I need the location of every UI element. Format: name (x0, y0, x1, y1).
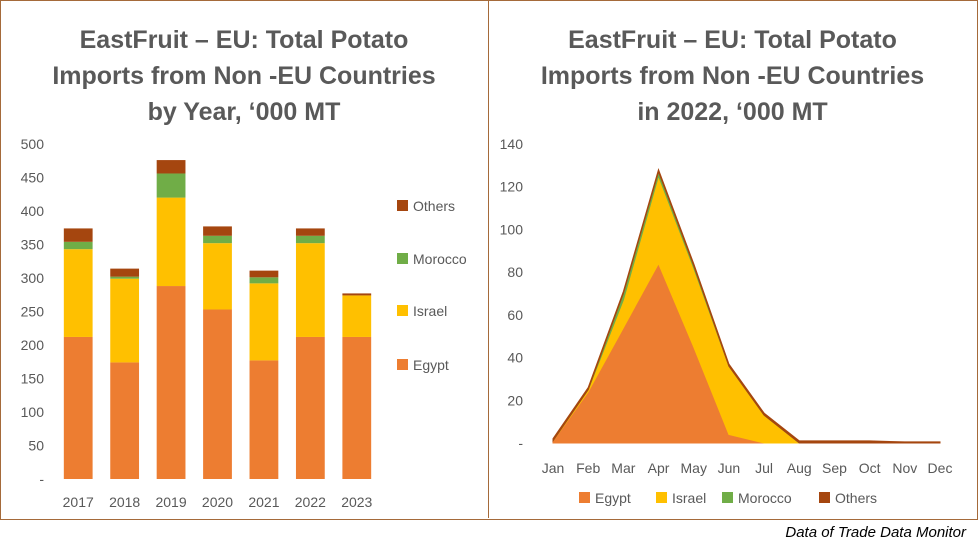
y-tick-label-150: 150 (21, 371, 45, 387)
bar-morocco-2022 (295, 235, 325, 244)
area-others (552, 168, 941, 444)
bar-morocco-2019 (156, 173, 186, 198)
bar-israel-2020 (203, 243, 232, 310)
y-tick-label-0: - (39, 471, 44, 487)
x-tick-label-Jan: Jan (542, 460, 565, 476)
bar-israel-2023 (342, 295, 372, 337)
bar-egypt-2022 (295, 336, 325, 479)
legend-label-egypt: Egypt (413, 357, 449, 373)
right-chart-title: EastFruit – EU: Total Potato Imports fro… (540, 26, 925, 126)
y-tick-label-250: 250 (21, 304, 45, 320)
legend-label-others: Others (413, 198, 455, 214)
legend-swatch-morocco (722, 492, 733, 503)
legend-swatch-israel (656, 492, 667, 503)
x-tick-label-2022: 2022 (295, 494, 326, 510)
legend-label-israel: Israel (413, 303, 447, 319)
bar-morocco-2018 (110, 276, 140, 279)
bar-others-2019 (156, 160, 186, 174)
x-tick-label-2017: 2017 (63, 494, 94, 510)
y-tick-label-300: 300 (21, 270, 45, 286)
bar-israel-2021 (249, 283, 279, 361)
bar-egypt-2017 (63, 336, 93, 479)
bar-others-2020 (203, 226, 232, 236)
legend-swatch-others (819, 492, 830, 503)
x-tick-label-Sep: Sep (822, 460, 847, 476)
bar-morocco-2017 (63, 241, 93, 250)
x-tick-label-Jun: Jun (718, 460, 741, 476)
x-tick-label-May: May (681, 460, 707, 476)
x-tick-label-Nov: Nov (892, 460, 917, 476)
bar-egypt-2021 (249, 360, 279, 479)
x-tick-label-Feb: Feb (576, 460, 600, 476)
x-tick-label-Apr: Apr (648, 460, 670, 476)
bar-morocco-2020 (203, 235, 232, 244)
y-tick-label-40: 40 (507, 350, 523, 366)
y-tick-label-50: 50 (28, 438, 44, 454)
x-tick-label-2019: 2019 (155, 494, 186, 510)
legend-label-morocco: Morocco (413, 251, 467, 267)
x-tick-label-2020: 2020 (202, 494, 233, 510)
left-chart-title: EastFruit – EU: Total Potato Imports fro… (52, 26, 436, 126)
legend-label-morocco: Morocco (738, 490, 792, 506)
bar-egypt-2020 (203, 309, 232, 479)
bar-others-2023 (342, 293, 372, 296)
x-tick-label-Aug: Aug (787, 460, 812, 476)
bar-israel-2018 (110, 278, 140, 363)
bar-israel-2017 (63, 249, 93, 337)
bar-others-2018 (110, 268, 140, 277)
bar-others-2017 (63, 228, 93, 242)
legend-label-egypt: Egypt (595, 490, 631, 506)
bar-egypt-2023 (342, 336, 372, 479)
x-tick-label-Jul: Jul (755, 460, 773, 476)
y-tick-label-20: 20 (507, 392, 523, 408)
legend-label-israel: Israel (672, 490, 706, 506)
right-chart-panel: EastFruit – EU: Total Potato Imports fro… (489, 0, 976, 518)
y-tick-label-120: 120 (500, 179, 524, 195)
legend-swatch-others (397, 200, 408, 211)
y-tick-label-80: 80 (507, 264, 523, 280)
y-tick-label-400: 400 (21, 203, 45, 219)
y-tick-label-450: 450 (21, 170, 45, 186)
bar-egypt-2018 (110, 362, 140, 479)
y-tick-label-60: 60 (507, 307, 523, 323)
y-tick-label-0: - (518, 435, 523, 451)
y-tick-label-140: 140 (500, 136, 524, 152)
bar-egypt-2019 (156, 286, 186, 479)
x-tick-label-Oct: Oct (859, 460, 881, 476)
bar-others-2022 (295, 228, 325, 236)
y-tick-label-500: 500 (21, 136, 45, 152)
legend-swatch-egypt (579, 492, 590, 503)
x-tick-label-2023: 2023 (341, 494, 372, 510)
source-note: Data of Trade Data Monitor (785, 524, 966, 541)
legend-swatch-israel (397, 305, 408, 316)
left-chart-panel: EastFruit – EU: Total Potato Imports fro… (0, 0, 488, 518)
bar-others-2021 (249, 270, 279, 278)
bar-chart: - 50 100 150 200 250 300 350 400 450 500 2017 2018 20… (21, 136, 467, 510)
y-tick-label-350: 350 (21, 237, 45, 253)
bar-morocco-2021 (249, 277, 279, 284)
y-tick-label-200: 200 (21, 337, 45, 353)
legend-swatch-morocco (397, 253, 408, 264)
y-tick-label-100: 100 (21, 404, 45, 420)
x-tick-label-2021: 2021 (248, 494, 279, 510)
x-tick-label-2018: 2018 (109, 494, 140, 510)
legend-label-others: Others (835, 490, 877, 506)
area-chart: - 20 40 60 80 100 120 140 Jan Feb Mar Apr May Jun Jul A… (500, 136, 953, 506)
panel-divider (488, 0, 489, 518)
y-tick-label-100: 100 (500, 221, 524, 237)
bar-israel-2019 (156, 197, 186, 287)
bar-israel-2022 (295, 243, 325, 337)
x-tick-label-Mar: Mar (611, 460, 635, 476)
x-tick-label-Dec: Dec (928, 460, 953, 476)
legend-swatch-egypt (397, 359, 408, 370)
